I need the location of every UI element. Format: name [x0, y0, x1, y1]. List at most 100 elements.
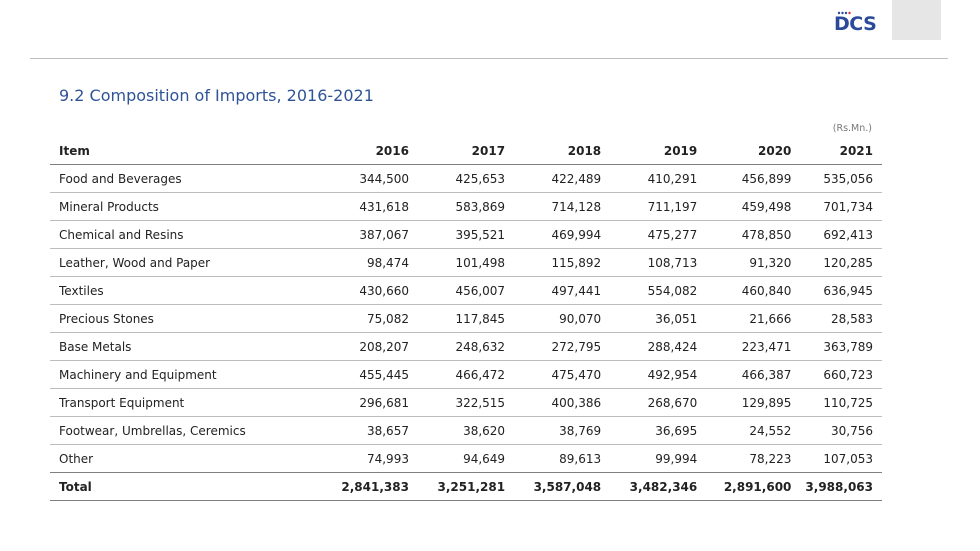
table-row: Footwear, Umbrellas, Ceremics 38,657 38,62…	[50, 416, 882, 445]
row-value: 90,070	[505, 304, 602, 333]
row-value: 431,618	[314, 192, 409, 221]
row-value: 701,734	[791, 192, 882, 221]
row-value: 459,498	[697, 192, 792, 221]
dcs-logo-icon	[837, 11, 851, 15]
table-total-row: Total 2,841,383 3,251,281 3,587,048 3,482,34…	[50, 472, 882, 501]
table-row: Leather, Wood and Paper 98,474 101,498 115,…	[50, 248, 882, 277]
row-value: 30,756	[791, 416, 882, 445]
row-value: 469,994	[505, 220, 602, 249]
row-value: 660,723	[791, 360, 882, 389]
row-value: 36,695	[601, 416, 698, 445]
row-value: 98,474	[314, 248, 409, 277]
row-value: 38,657	[314, 416, 409, 445]
row-value: 89,613	[505, 444, 602, 473]
table-row: Base Metals 208,207 248,632 272,795 288,424 2…	[50, 332, 882, 361]
header-2019: 2019	[601, 137, 698, 165]
row-value: 322,515	[408, 388, 506, 417]
row-value: 38,620	[408, 416, 506, 445]
row-value: 78,223	[697, 444, 792, 473]
table-row: Machinery and Equipment 455,445 466,472 475…	[50, 360, 882, 389]
row-value: 478,850	[697, 220, 792, 249]
header-item: Item	[50, 137, 315, 165]
row-value: 466,472	[408, 360, 506, 389]
row-value: 475,470	[505, 360, 602, 389]
row-value: 410,291	[601, 164, 698, 193]
row-item-label: Other	[50, 444, 315, 473]
row-item-label: Precious Stones	[50, 304, 315, 333]
row-item-label: Leather, Wood and Paper	[50, 248, 315, 277]
table-row: Chemical and Resins 387,067 395,521 469,994…	[50, 220, 882, 249]
table-row: Textiles 430,660 456,007 497,441 554,082 460,…	[50, 276, 882, 305]
row-value: 94,649	[408, 444, 506, 473]
row-value: 107,053	[791, 444, 882, 473]
total-value: 3,587,048	[505, 472, 602, 501]
table-row: Food and Beverages 344,500 425,653 422,489 4…	[50, 164, 882, 193]
header-2018: 2018	[505, 137, 602, 165]
row-value: 288,424	[601, 332, 698, 361]
table-row: Transport Equipment 296,681 322,515 400,386…	[50, 388, 882, 417]
row-value: 636,945	[791, 276, 882, 305]
table-row: Precious Stones 75,082 117,845 90,070 36,051…	[50, 304, 882, 333]
row-value: 115,892	[505, 248, 602, 277]
row-value: 583,869	[408, 192, 506, 221]
row-item-label: Machinery and Equipment	[50, 360, 315, 389]
row-value: 430,660	[314, 276, 409, 305]
row-value: 75,082	[314, 304, 409, 333]
row-item-label: Footwear, Umbrellas, Ceremics	[50, 416, 315, 445]
row-value: 38,769	[505, 416, 602, 445]
row-value: 36,051	[601, 304, 698, 333]
row-value: 296,681	[314, 388, 409, 417]
page-title: 9.2 Composition of Imports, 2016-2021	[59, 86, 374, 105]
row-value: 492,954	[601, 360, 698, 389]
row-value: 101,498	[408, 248, 506, 277]
row-value: 91,320	[697, 248, 792, 277]
header-2016: 2016	[314, 137, 409, 165]
row-value: 108,713	[601, 248, 698, 277]
imports-table: Item 2016 2017 2018 2019 2020 2021 Food …	[50, 137, 882, 501]
row-value: 460,840	[697, 276, 792, 305]
row-item-label: Textiles	[50, 276, 315, 305]
dcs-logo: DCS	[834, 8, 880, 38]
total-value: 2,891,600	[697, 472, 792, 501]
row-value: 117,845	[408, 304, 506, 333]
row-value: 99,994	[601, 444, 698, 473]
row-value: 395,521	[408, 220, 506, 249]
row-value: 129,895	[697, 388, 792, 417]
header-2020: 2020	[697, 137, 792, 165]
row-value: 120,285	[791, 248, 882, 277]
row-value: 425,653	[408, 164, 506, 193]
row-item-label: Base Metals	[50, 332, 315, 361]
row-value: 110,725	[791, 388, 882, 417]
total-label: Total	[50, 472, 315, 501]
row-value: 28,583	[791, 304, 882, 333]
row-value: 208,207	[314, 332, 409, 361]
row-value: 363,789	[791, 332, 882, 361]
unit-label: (Rs.Mn.)	[832, 123, 872, 134]
row-item-label: Mineral Products	[50, 192, 315, 221]
row-value: 223,471	[697, 332, 792, 361]
header-2021: 2021	[791, 137, 882, 165]
row-value: 554,082	[601, 276, 698, 305]
corner-gray-box	[892, 0, 941, 40]
header-divider	[30, 58, 948, 59]
row-value: 248,632	[408, 332, 506, 361]
row-value: 387,067	[314, 220, 409, 249]
row-value: 268,670	[601, 388, 698, 417]
table-header-row: Item 2016 2017 2018 2019 2020 2021	[50, 137, 882, 165]
header-2017: 2017	[408, 137, 506, 165]
row-value: 456,007	[408, 276, 506, 305]
row-value: 344,500	[314, 164, 409, 193]
total-value: 2,841,383	[314, 472, 409, 501]
row-value: 711,197	[601, 192, 698, 221]
row-value: 456,899	[697, 164, 792, 193]
table-row: Other 74,993 94,649 89,613 99,994 78,223 107,0…	[50, 444, 882, 473]
row-item-label: Transport Equipment	[50, 388, 315, 417]
table-body: Food and Beverages 344,500 425,653 422,489 4…	[50, 164, 882, 501]
total-value: 3,988,063	[791, 472, 882, 501]
row-value: 74,993	[314, 444, 409, 473]
row-value: 455,445	[314, 360, 409, 389]
row-value: 422,489	[505, 164, 602, 193]
total-value: 3,482,346	[601, 472, 698, 501]
logo-text: DCS	[834, 13, 877, 35]
total-value: 3,251,281	[408, 472, 506, 501]
